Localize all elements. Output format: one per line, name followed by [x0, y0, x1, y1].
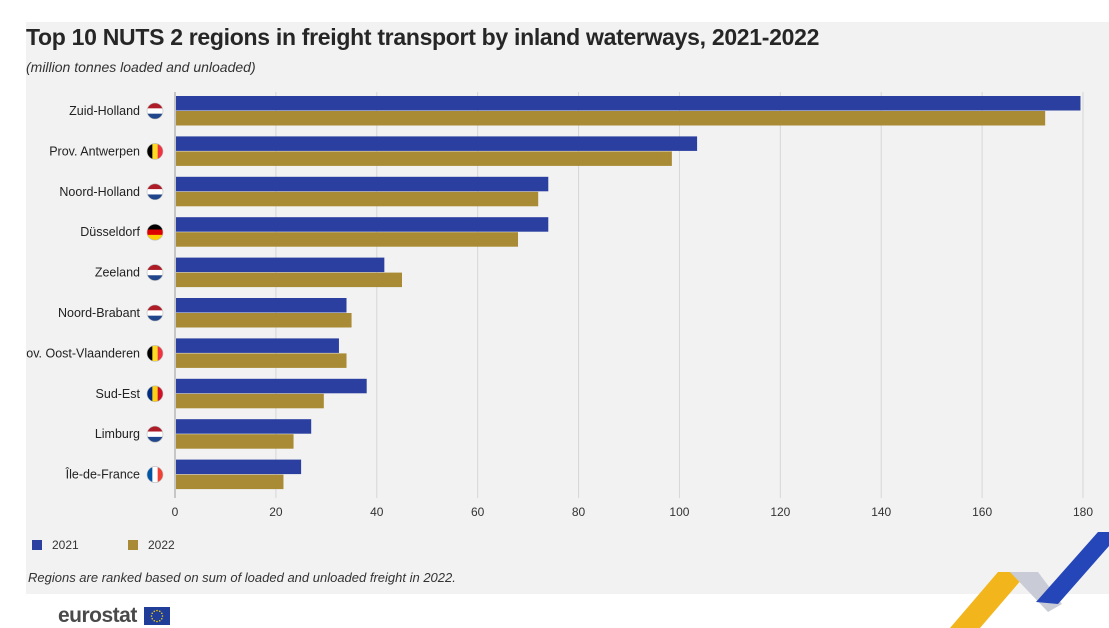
bar-2022: [176, 353, 347, 368]
bar-2022: [176, 111, 1046, 126]
brand-name: eurostat: [58, 604, 137, 627]
chart-title: Top 10 NUTS 2 regions in freight transpo…: [26, 24, 820, 50]
flag-outline: [146, 345, 164, 362]
bar-2022: [176, 313, 352, 328]
category-label: Prov. Antwerpen: [49, 144, 140, 158]
bar-2021: [176, 459, 302, 475]
legend-swatch-2022: [128, 540, 138, 550]
flag-outline: [146, 223, 164, 241]
bar-chart: 0 20 40 60 80 100 120 140 160 180 Zuid-Holland Prov…: [26, 92, 1093, 519]
flag-outline: [146, 143, 164, 160]
x-tick-label: 80: [572, 505, 586, 519]
chart-footnote: Regions are ranked based on sum of loade…: [28, 570, 456, 585]
flag-outline: [146, 385, 164, 403]
netherlands-flag-icon: [147, 264, 163, 281]
category-label: Limburg: [95, 427, 140, 441]
bar-2021: [176, 217, 549, 232]
flag-outline: [146, 304, 164, 322]
bar-2022: [176, 434, 294, 449]
legend-label-2021: 2021: [52, 538, 79, 552]
bar-2021: [176, 419, 312, 434]
romania-flag-icon: [147, 385, 163, 402]
legend-label-2022: 2022: [148, 538, 175, 552]
x-tick-label: 60: [471, 505, 485, 519]
bar-2022: [176, 232, 519, 247]
bar-2022: [176, 151, 672, 166]
germany-flag-icon: [147, 224, 163, 241]
x-tick-label: 120: [770, 505, 790, 519]
legend-item-2022: 2022: [128, 538, 175, 552]
x-tick-label: 40: [370, 505, 384, 519]
bar-2021: [176, 96, 1081, 111]
flag-outline: [146, 183, 164, 201]
eurostat-logo: eurostat: [58, 604, 171, 628]
flag-outline: [146, 264, 164, 281]
category-label: Zeeland: [95, 266, 140, 280]
category-label: Sud-Est: [96, 387, 141, 401]
flag-outline: [146, 425, 164, 443]
bar-2021: [176, 176, 549, 192]
bar-2021: [176, 338, 339, 353]
netherlands-flag-icon: [147, 305, 163, 321]
netherlands-flag-icon: [147, 426, 163, 443]
flag-outline: [146, 466, 164, 483]
category-label: Île-de-France: [65, 467, 140, 482]
legend-swatch-2021: [32, 540, 42, 550]
bar-2022: [176, 474, 284, 490]
category-label: Noord-Holland: [59, 185, 140, 199]
category-label: Düsseldorf: [80, 225, 140, 239]
belgium-flag-icon: [147, 345, 163, 362]
x-tick-label: 0: [172, 505, 179, 519]
netherlands-flag-icon: [147, 183, 163, 200]
chart-panel: Top 10 NUTS 2 regions in freight transpo…: [26, 22, 1109, 594]
x-tick-label: 20: [269, 505, 283, 519]
chart-subtitle: (million tonnes loaded and unloaded): [26, 59, 256, 75]
x-tick-label: 160: [972, 505, 992, 519]
bar-2022: [176, 393, 324, 409]
legend-item-2021: 2021: [32, 538, 79, 552]
bar-2021: [176, 298, 347, 313]
eu-flag-icon: [144, 607, 171, 625]
netherlands-flag-icon: [147, 103, 163, 119]
france-flag-icon: [147, 466, 163, 483]
belgium-flag-icon: [147, 143, 163, 160]
x-tick-label: 180: [1073, 505, 1093, 519]
bar-2022: [176, 191, 539, 207]
bar-2022: [176, 272, 402, 288]
x-tick-label: 100: [669, 505, 689, 519]
decorative-chevron: [950, 532, 1109, 628]
bar-2021: [176, 257, 385, 273]
bar-2021: [176, 378, 367, 394]
category-label: Prov. Oost-Vlaanderen: [26, 346, 140, 360]
bar-2021: [176, 136, 698, 151]
x-tick-label: 140: [871, 505, 891, 519]
flag-outline: [146, 102, 164, 120]
category-label: Zuid-Holland: [69, 104, 140, 118]
category-label: Noord-Brabant: [58, 306, 141, 320]
